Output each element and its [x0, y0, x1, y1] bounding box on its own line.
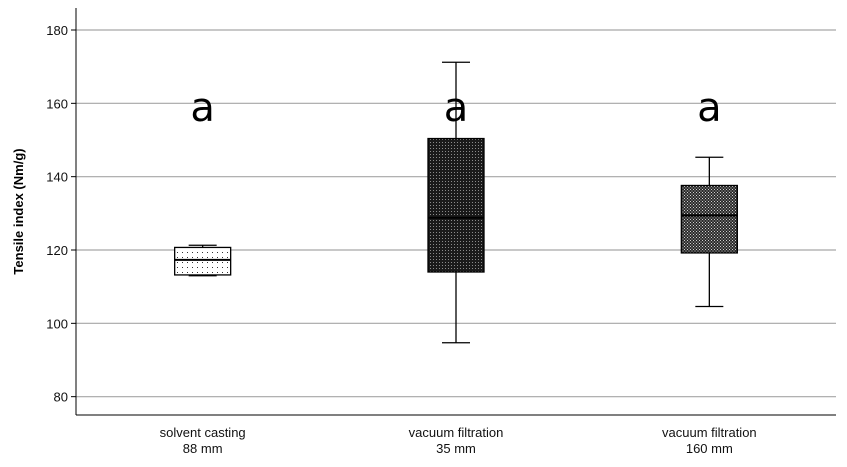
- box-group: [680, 156, 738, 308]
- category-label-line1: solvent casting: [160, 425, 246, 440]
- y-tick-label: 180: [46, 23, 68, 38]
- y-tick-label: 160: [46, 96, 68, 111]
- y-axis-label: Tensile index (Nm/g): [11, 148, 26, 274]
- y-tick-label: 140: [46, 170, 68, 185]
- significance-letter: a: [190, 85, 215, 131]
- box-iqr: [427, 137, 485, 273]
- y-tick-labels: 80 100 120 140 160 180: [46, 23, 76, 405]
- y-tick-label: 120: [46, 243, 68, 258]
- category-label-line2: 35 mm: [436, 441, 476, 456]
- y-tick-label: 80: [54, 390, 68, 405]
- box-group: [427, 61, 485, 344]
- category-label-line2: 160 mm: [686, 441, 733, 456]
- significance-letter: a: [444, 85, 469, 131]
- significance-letter: a: [697, 85, 722, 131]
- y-tick-label: 100: [46, 316, 68, 331]
- category-label-line1: vacuum filtration: [409, 425, 504, 440]
- category-label-line2: 88 mm: [183, 441, 223, 456]
- box-iqr: [680, 184, 738, 254]
- box-group: [174, 244, 232, 277]
- boxes: [174, 61, 738, 344]
- box-iqr: [174, 246, 232, 276]
- category-label-line1: vacuum filtration: [662, 425, 757, 440]
- axes: [75, 8, 836, 416]
